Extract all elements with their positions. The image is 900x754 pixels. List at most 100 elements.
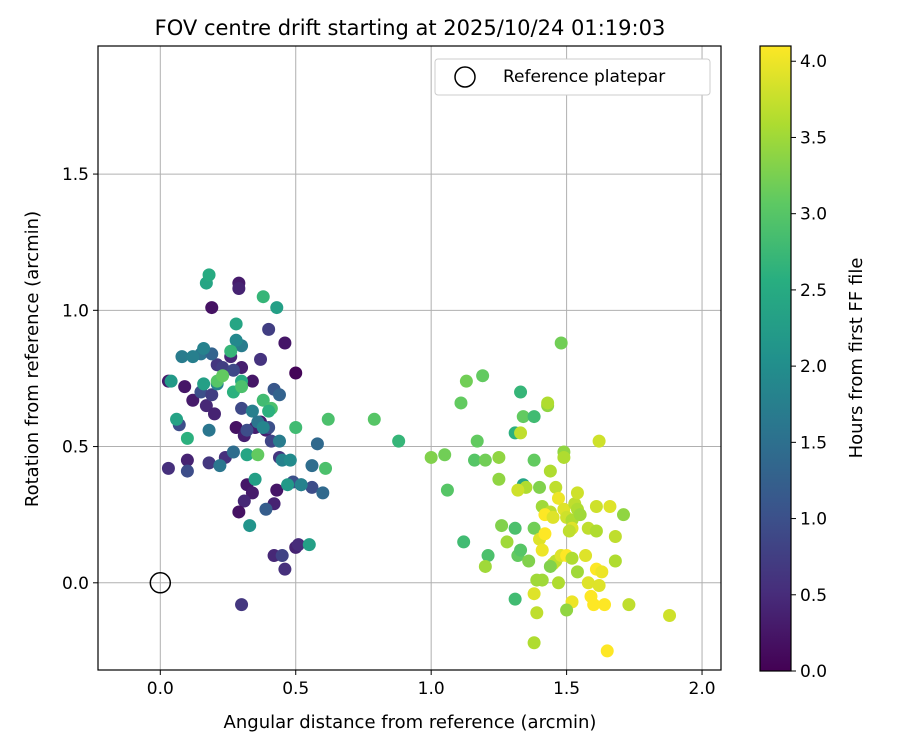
data-point	[289, 366, 303, 380]
data-point	[235, 598, 249, 612]
data-point	[608, 529, 622, 543]
data-point	[175, 350, 189, 364]
data-point	[254, 352, 268, 366]
data-point	[468, 453, 482, 467]
data-point	[294, 478, 308, 492]
data-point	[202, 456, 216, 470]
data-point	[235, 380, 249, 394]
data-point	[235, 401, 249, 415]
data-point	[310, 437, 324, 451]
x-tick-label: 1.5	[553, 679, 580, 699]
data-point	[478, 559, 492, 573]
x-tick-label: 0.0	[147, 679, 174, 699]
data-point	[570, 565, 584, 579]
colorbar-ticks: 0.0 0.5 1.0 1.5 2.0 2.5 3.0 3.5 4.0	[791, 52, 827, 682]
points-layer	[149, 268, 677, 658]
data-point	[535, 543, 549, 557]
data-point	[178, 380, 192, 394]
data-point	[272, 434, 286, 448]
data-point	[180, 453, 194, 467]
data-point	[226, 445, 240, 459]
data-point	[557, 450, 571, 464]
data-point	[199, 399, 213, 413]
colorbar-tick-label: 0.0	[800, 662, 827, 682]
data-point	[527, 587, 541, 601]
data-point	[278, 562, 292, 576]
data-point	[278, 336, 292, 350]
data-point	[514, 385, 528, 399]
data-point	[592, 434, 606, 448]
colorbar-tick-label: 4.0	[800, 52, 827, 72]
data-point	[543, 464, 557, 478]
data-point	[256, 290, 270, 304]
x-tick-label: 0.5	[282, 679, 309, 699]
data-point	[543, 559, 557, 573]
data-point	[663, 609, 677, 623]
data-point	[516, 410, 530, 424]
data-point	[622, 598, 636, 612]
data-point	[180, 431, 194, 445]
data-point	[598, 598, 612, 612]
data-point	[202, 268, 216, 282]
data-point	[367, 412, 381, 426]
data-point	[511, 483, 525, 497]
data-point	[283, 453, 297, 467]
y-axis-label: Rotation from reference (arcmin)	[22, 211, 43, 507]
data-point	[560, 603, 574, 617]
data-point	[270, 483, 284, 497]
data-point	[291, 538, 305, 552]
y-tick-label: 1.5	[62, 165, 89, 185]
data-point	[565, 551, 579, 565]
data-point	[454, 396, 468, 410]
data-point	[259, 502, 273, 516]
data-point	[476, 369, 490, 383]
data-point	[229, 333, 243, 347]
colorbar-tick-label: 2.0	[800, 357, 827, 377]
colorbar-tick-label: 2.5	[800, 281, 827, 301]
data-point	[186, 350, 200, 364]
data-point	[527, 410, 541, 424]
data-point	[522, 554, 536, 568]
data-point	[281, 478, 295, 492]
data-point	[440, 483, 454, 497]
data-point	[478, 453, 492, 467]
colorbar: 0.0 0.5 1.0 1.5 2.0 2.5 3.0 3.5 4.0 Hours from f…	[759, 45, 867, 682]
data-point	[237, 494, 251, 508]
ticks-layer: 0.0 0.5 1.0 1.5 2.0 0.0 0.5 1.0 1.5	[62, 165, 716, 699]
data-point	[508, 521, 522, 535]
data-point	[245, 404, 259, 418]
data-point	[161, 461, 175, 475]
data-point	[224, 344, 238, 358]
data-point	[319, 461, 333, 475]
data-point	[251, 448, 265, 462]
grid-layer	[98, 46, 721, 670]
data-point	[551, 491, 565, 505]
y-tick-label: 0.5	[62, 438, 89, 458]
data-point	[492, 472, 506, 486]
data-point	[492, 450, 506, 464]
colorbar-label: Hours from first FF file	[846, 258, 867, 459]
x-tick-label: 1.0	[418, 679, 445, 699]
data-point	[232, 505, 246, 519]
x-axis-label: Angular distance from reference (arcmin)	[224, 712, 597, 733]
data-point	[459, 374, 473, 388]
data-point	[616, 508, 630, 522]
data-point	[213, 459, 227, 473]
data-point	[216, 369, 230, 383]
data-point	[392, 434, 406, 448]
legend: Reference platepar	[434, 58, 711, 96]
data-point	[229, 317, 243, 331]
data-point	[608, 554, 622, 568]
data-point	[197, 341, 211, 355]
data-point	[202, 423, 216, 437]
y-tick-label: 0.0	[62, 574, 89, 594]
data-point	[527, 636, 541, 650]
data-point	[500, 535, 514, 549]
data-point	[457, 535, 471, 549]
data-point	[245, 374, 259, 388]
data-point	[514, 426, 528, 440]
data-point	[562, 524, 576, 538]
data-point	[243, 519, 257, 533]
data-point	[240, 423, 254, 437]
